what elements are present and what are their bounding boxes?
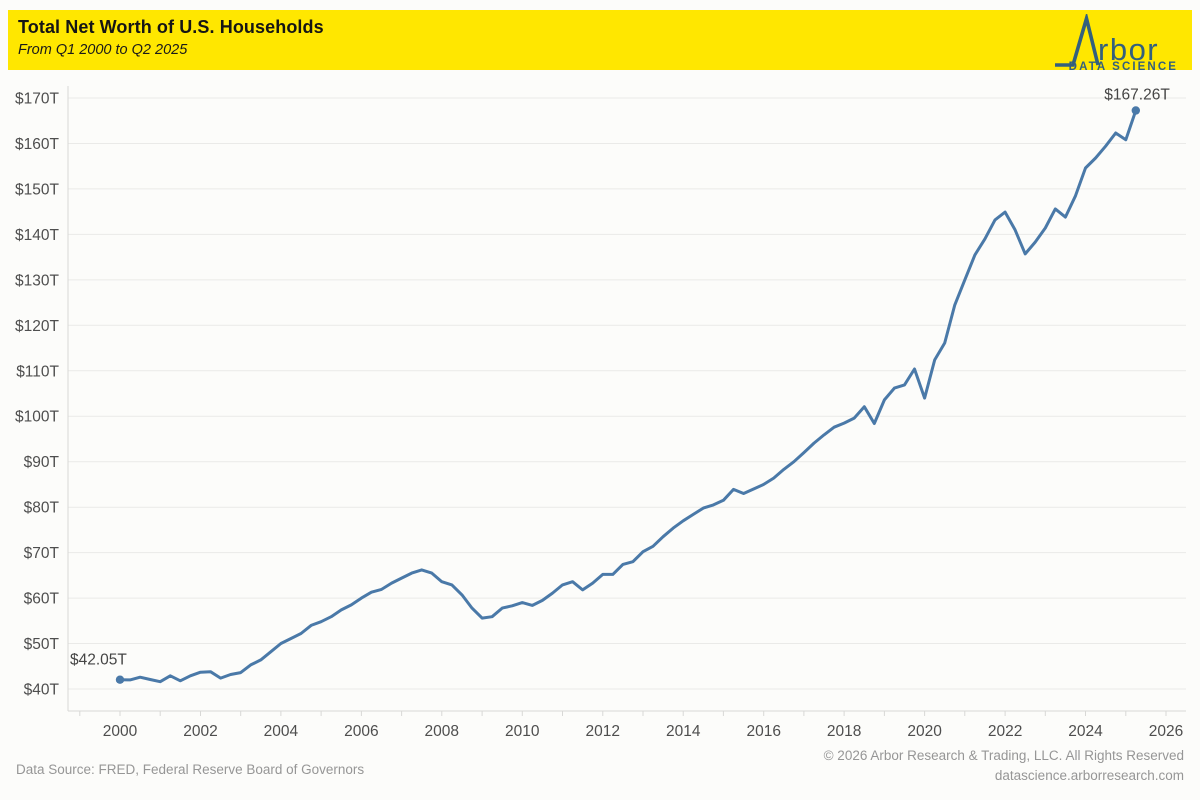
x-axis-tick-label: 2022	[988, 723, 1022, 740]
page-subtitle: From Q1 2000 to Q2 2025	[18, 42, 188, 58]
y-axis-tick-label: $110T	[16, 363, 59, 380]
y-axis-tick-label: $70T	[24, 545, 60, 562]
data-source-note: Data Source: FRED, Federal Reserve Board…	[16, 762, 365, 777]
y-axis-tick-label: $80T	[24, 500, 60, 517]
logo-brand-text: rbor	[1098, 32, 1159, 67]
x-axis-tick-label: 2004	[264, 723, 299, 740]
y-axis-tick-label: $170T	[15, 91, 59, 108]
start-value-annotation: $42.05T	[70, 652, 127, 669]
y-axis-tick-label: $50T	[24, 636, 60, 653]
copyright-text: © 2026 Arbor Research & Trading, LLC. Al…	[823, 748, 1184, 763]
x-axis-tick-label: 2018	[827, 723, 861, 740]
y-axis-tick-label: $100T	[15, 409, 59, 426]
x-axis-tick-label: 2026	[1149, 723, 1183, 740]
arbor-data-science-logo: rbor DATA SCIENCE	[1055, 14, 1178, 72]
trend-line	[118, 109, 1138, 684]
x-axis-tick-label: 2000	[103, 723, 138, 740]
end-point-marker	[1131, 106, 1141, 115]
start-point-marker	[115, 675, 125, 684]
y-axis-tick-label: $40T	[24, 682, 60, 699]
page-title: Total Net Worth of U.S. Households	[18, 17, 324, 37]
x-axis-tick-label: 2010	[505, 723, 540, 740]
x-axis-tick-label: 2008	[425, 723, 459, 740]
website-text: datascience.arborresearch.com	[994, 768, 1184, 783]
y-axis-tick-label: $60T	[24, 591, 60, 608]
logo-tagline-text: DATA SCIENCE	[1069, 61, 1178, 72]
x-axis-tick-label: 2002	[183, 723, 217, 740]
y-axis-tick-label: $90T	[24, 454, 60, 471]
y-axis-tick-label: $130T	[15, 272, 59, 289]
x-axis-tick-label: 2016	[746, 723, 780, 740]
x-axis-tick-label: 2024	[1068, 723, 1103, 740]
y-axis-tick-label: $120T	[15, 318, 59, 335]
logo-peak-icon	[1055, 14, 1100, 67]
y-axis-tick-label: $150T	[15, 181, 59, 198]
x-axis-tick-label: 2006	[344, 723, 378, 740]
end-value-annotation: $167.26T	[1104, 87, 1170, 104]
x-axis-tick-label: 2014	[666, 723, 701, 740]
x-axis-tick-label: 2012	[586, 723, 620, 740]
y-axis-tick-label: $140T	[15, 227, 59, 244]
y-axis-tick-label: $160T	[15, 136, 59, 153]
footer-credits: © 2026 Arbor Research & Trading, LLC. Al…	[824, 746, 1184, 786]
x-axis-tick-label: 2020	[907, 723, 942, 740]
header-banner: Total Net Worth of U.S. Households From …	[8, 10, 1192, 72]
